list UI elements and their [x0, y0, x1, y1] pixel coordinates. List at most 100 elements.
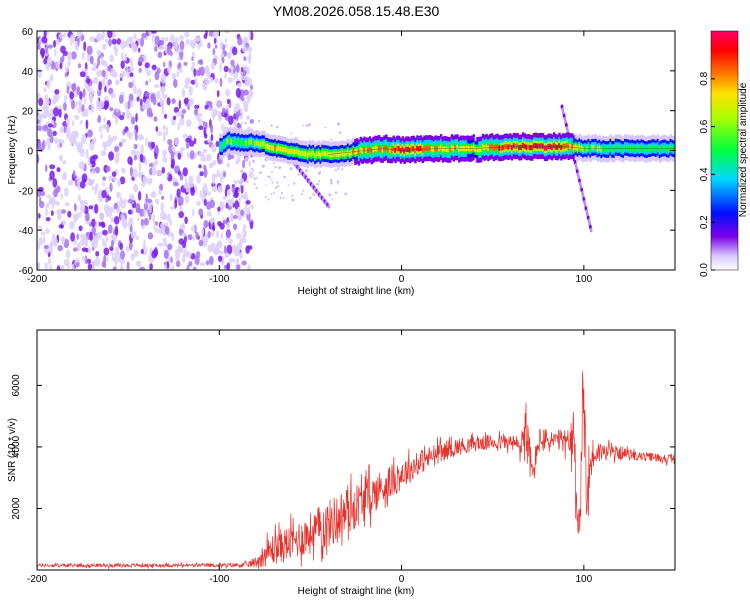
noise-speckle	[223, 171, 227, 178]
noise-speckle	[60, 139, 65, 145]
noise-speckle	[98, 100, 105, 109]
ridge-cell	[669, 144, 672, 150]
noise-speckle	[157, 242, 164, 247]
noise-speckle	[59, 126, 65, 133]
ridge-cell	[625, 144, 629, 151]
ridge-cell	[286, 148, 290, 154]
snr-xlabel: Height of straight line (km)	[298, 586, 415, 597]
noise-speckle	[72, 247, 79, 252]
noise-speckle	[244, 76, 248, 83]
noise-speckle	[177, 152, 182, 160]
noise-speckle	[140, 144, 144, 155]
noise-speckle	[236, 258, 239, 265]
noise-speckle	[235, 64, 240, 74]
ridge-cell	[507, 144, 510, 150]
ridge-cell	[640, 145, 643, 151]
noise-speckle	[96, 49, 102, 56]
noise-speckle	[221, 56, 225, 64]
ridge-cell	[472, 144, 476, 150]
noise-speckle	[120, 250, 125, 260]
ridge-cell	[618, 144, 621, 151]
ridge-cell	[571, 143, 574, 149]
noise-speckle	[114, 52, 118, 57]
noise-speckle	[255, 187, 258, 190]
noise-speckle	[133, 183, 139, 193]
noise-speckle	[43, 103, 49, 111]
noise-speckle	[128, 67, 135, 72]
ridge-cell	[634, 146, 638, 152]
noise-speckle	[222, 195, 227, 200]
noise-speckle	[38, 225, 42, 231]
ridge-cell	[224, 140, 228, 146]
noise-speckle	[138, 162, 142, 172]
noise-speckle	[50, 210, 54, 217]
ridge-cell	[233, 138, 237, 144]
noise-speckle	[181, 232, 187, 237]
ridge-cell	[651, 145, 654, 151]
noise-speckle	[227, 198, 232, 207]
noise-speckle	[240, 107, 243, 115]
ridge-cell	[239, 140, 242, 146]
noise-speckle	[38, 186, 44, 192]
noise-speckle	[339, 131, 342, 134]
noise-speckle	[79, 120, 83, 125]
noise-speckle	[245, 245, 250, 254]
noise-speckle	[232, 46, 238, 56]
noise-speckle	[186, 251, 192, 258]
noise-speckle	[54, 48, 57, 57]
noise-speckle	[312, 193, 316, 196]
noise-speckle	[144, 92, 150, 97]
noise-speckle	[334, 191, 338, 194]
noise-speckle	[91, 218, 96, 228]
noise-speckle	[91, 89, 95, 95]
ridge-cell	[527, 144, 530, 150]
ridge-cell	[438, 146, 441, 152]
noise-speckle	[186, 119, 192, 128]
noise-speckle	[120, 40, 126, 50]
noise-speckle	[135, 202, 141, 213]
noise-speckle	[140, 218, 144, 226]
noise-speckle	[240, 186, 244, 194]
noise-speckle	[124, 52, 128, 62]
noise-speckle	[190, 226, 196, 232]
noise-speckle	[94, 256, 101, 267]
snr-background	[37, 330, 675, 570]
noise-speckle	[179, 40, 185, 51]
noise-speckle	[341, 168, 344, 171]
y-tick-label: 2000	[11, 497, 22, 520]
noise-speckle	[107, 79, 112, 86]
ridge-cell	[261, 141, 264, 147]
y-tick-label: 0	[27, 147, 33, 158]
ridge-cell	[257, 141, 260, 147]
ridge-cell	[337, 152, 341, 158]
noise-speckle	[188, 175, 192, 185]
noise-speckle	[53, 137, 59, 145]
ridge-cell	[645, 147, 649, 153]
noise-speckle	[126, 66, 129, 76]
ridge-cell	[616, 145, 620, 151]
noise-speckle	[106, 124, 110, 133]
noise-speckle	[129, 100, 134, 108]
noise-speckle	[235, 158, 239, 165]
colorbar-tick-label: 0.0	[699, 263, 710, 277]
noise-speckle	[226, 244, 233, 255]
ridge-cell	[492, 145, 496, 151]
noise-speckle	[163, 61, 166, 68]
noise-speckle	[246, 46, 253, 52]
noise-speckle	[198, 239, 204, 247]
noise-speckle	[244, 205, 247, 212]
ridge-cell	[456, 144, 459, 150]
noise-speckle	[177, 56, 181, 61]
noise-speckle	[202, 81, 208, 91]
noise-speckle	[100, 133, 103, 140]
ridge-cell	[319, 152, 322, 158]
ridge-cell	[232, 139, 235, 145]
ridge-cell	[478, 147, 481, 153]
noise-speckle	[147, 232, 154, 240]
noise-speckle	[197, 43, 200, 51]
ridge-cell	[582, 146, 585, 152]
noise-speckle	[169, 218, 172, 227]
noise-speckle	[199, 58, 203, 66]
noise-speckle	[240, 121, 243, 124]
ridge-cell	[447, 147, 450, 153]
